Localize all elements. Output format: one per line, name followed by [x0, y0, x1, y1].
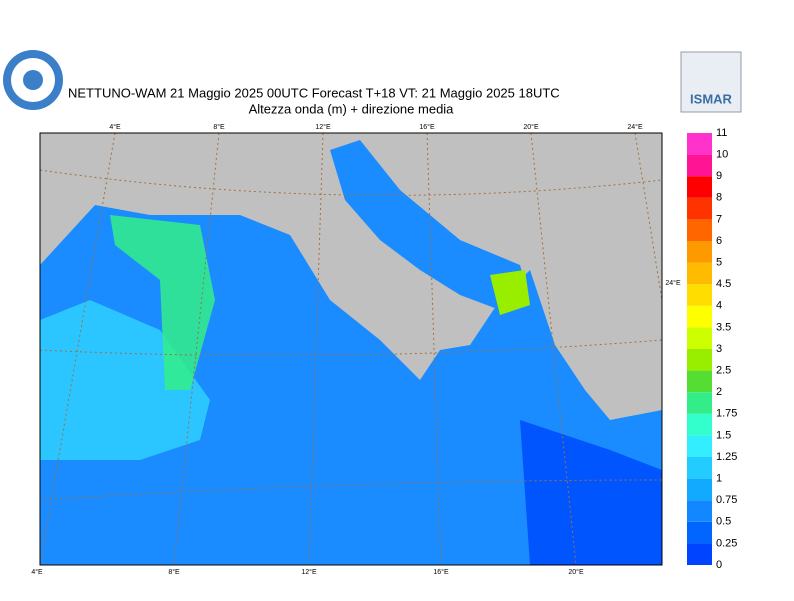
colorbar-box: [687, 435, 712, 457]
adriatic: [330, 140, 530, 310]
colorbar-box: [687, 262, 712, 285]
colorbar-box: [687, 133, 712, 155]
lon-label: 24°E: [665, 279, 681, 287]
lon-label: 16°E: [419, 123, 435, 131]
colorbar-label: 1: [716, 473, 722, 485]
lon-label: 8°E: [168, 568, 180, 576]
colorbar-label: 5: [716, 257, 722, 269]
lon-label: 20°E: [523, 123, 539, 131]
colorbar-box: [687, 500, 712, 522]
colorbar-box: [687, 197, 712, 220]
colorbar-label: 3.5: [716, 321, 731, 333]
colorbar-box: [687, 176, 712, 198]
colorbar-label: 1.75: [716, 408, 737, 420]
colorbar-box: [687, 241, 712, 263]
lon-label: 4°E: [109, 123, 121, 131]
colorbar-label: 7: [716, 213, 722, 225]
colorbar-box: [687, 349, 712, 371]
colorbar-label: 0.5: [716, 516, 731, 528]
colorbar-label: 8: [716, 192, 722, 204]
lon-label: 4°E: [31, 568, 43, 576]
lon-label: 24°E: [627, 123, 643, 131]
colorbar-label: 2: [716, 386, 722, 398]
colorbar-label: 0: [716, 559, 722, 571]
colorbar-label: 9: [716, 170, 722, 182]
lon-label: 12°E: [315, 123, 331, 131]
colorbar-label: 11: [716, 127, 727, 139]
graticule: [39, 132, 663, 566]
colorbar-box: [687, 284, 712, 306]
map-frame: [39, 132, 663, 566]
colorbar-label: 0.25: [716, 537, 737, 549]
colorbar-box: [687, 392, 712, 414]
map: [39, 132, 663, 566]
colorbar-box: [687, 413, 712, 436]
high-wave-area: [40, 300, 210, 460]
colorbar-label: 1.25: [716, 451, 737, 463]
lon-label: 16°E: [433, 568, 449, 576]
high-wave-area: [110, 215, 215, 390]
logo-left-core: [23, 70, 43, 90]
colorbar-label: 6: [716, 235, 722, 247]
colorbar-label: 1.5: [716, 429, 731, 441]
colorbar-box: [687, 327, 712, 349]
subtitle: Altezza onda (m) + direzione media: [249, 101, 455, 116]
colorbar-box: [687, 521, 712, 544]
colorbar-box: [687, 457, 712, 479]
colorbar-box: [687, 370, 712, 393]
colorbar-label: 4: [716, 300, 722, 312]
logo-right: [680, 51, 742, 113]
lon-label: 8°E: [213, 123, 225, 131]
colorbar-label: 4.5: [716, 278, 731, 290]
colorbar-label: 3: [716, 343, 722, 355]
colorbar-box: [687, 478, 712, 501]
lon-label: 12°E: [301, 568, 317, 576]
low-wave-area: [520, 420, 662, 565]
title: NETTUNO-WAM 21 Maggio 2025 00UTC Forecas…: [68, 85, 560, 100]
lon-label: 20°E: [568, 568, 584, 576]
colorbar-label: 2.5: [716, 365, 731, 377]
colorbar-box: [687, 154, 712, 177]
colorbar-label: 10: [716, 149, 728, 161]
logo-text: ISMAR: [690, 91, 733, 106]
high-wave-area: [490, 270, 530, 315]
colorbar-box: [687, 219, 712, 241]
colorbar-box: [687, 543, 712, 565]
colorbar-box: [687, 305, 712, 328]
colorbar-label: 0.75: [716, 494, 737, 506]
